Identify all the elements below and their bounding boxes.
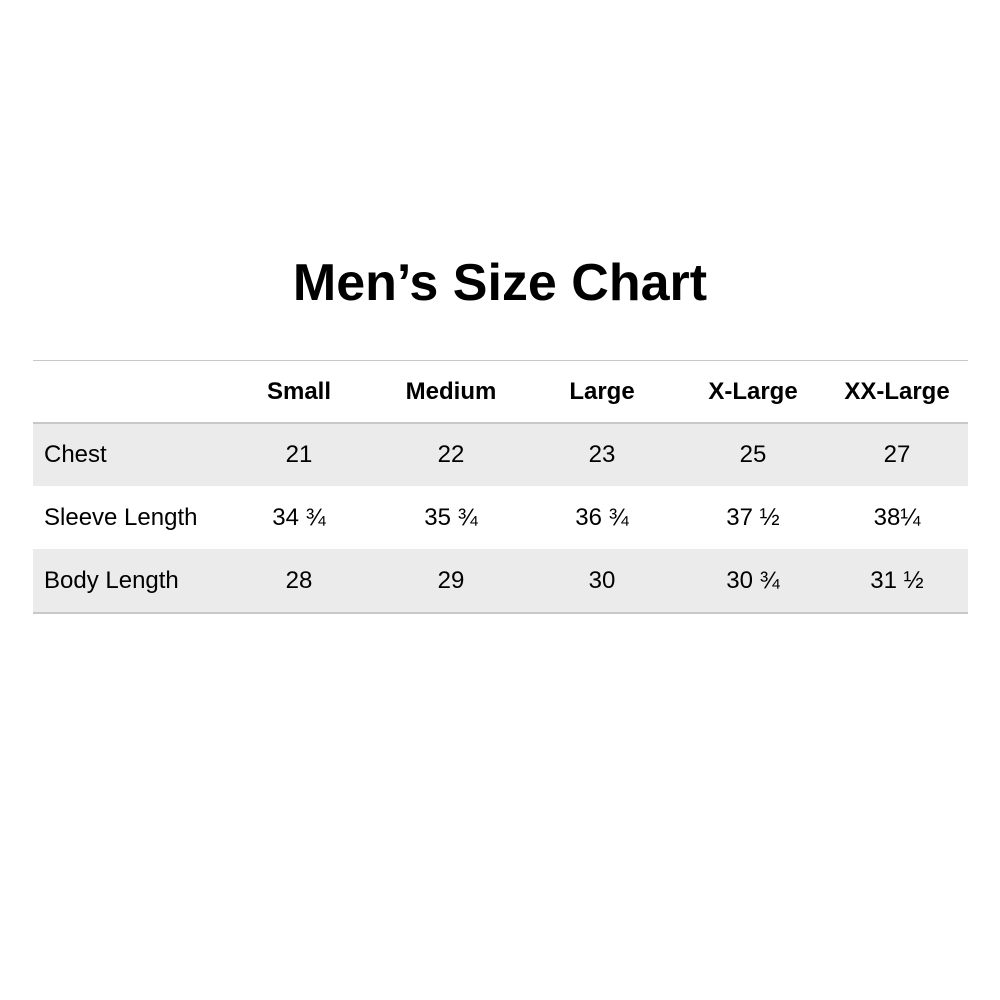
table-cell: 35 ¾: [424, 504, 478, 531]
table-cell: 21: [285, 441, 313, 468]
header-border: [33, 422, 968, 424]
table-row: Sleeve Length 34 ¾ 35 ¾ 36 ¾ 37 ½ 38¼: [33, 486, 968, 549]
table-cell: 28: [285, 567, 313, 594]
table-cell: 29: [437, 567, 465, 594]
column-header: Large: [569, 378, 635, 405]
row-label: Body Length: [44, 567, 179, 594]
table-top-border: [33, 360, 968, 361]
table-cell: 30 ¾: [726, 567, 780, 594]
row-label: Chest: [44, 441, 107, 468]
table-cell: 34 ¾: [272, 504, 326, 531]
table-bottom-border: [33, 612, 968, 614]
table-cell: 23: [588, 441, 616, 468]
column-header: Medium: [405, 378, 497, 405]
table-row: Body Length 28 29 30 30 ¾ 31 ½: [33, 549, 968, 612]
table-row: Chest 21 22 23 25 27: [33, 423, 968, 486]
table-cell: 36 ¾: [575, 504, 629, 531]
table-cell: 25: [739, 441, 767, 468]
table-cell: 37 ½: [726, 504, 780, 531]
header-row: Small Medium Large X-Large XX-Large: [33, 360, 968, 423]
table-cell: 22: [437, 441, 465, 468]
row-label: Sleeve Length: [44, 504, 198, 531]
table-cell: 27: [883, 441, 911, 468]
column-header: Small: [266, 378, 332, 405]
table-cell: 31 ½: [870, 567, 924, 594]
column-header: X-Large: [708, 378, 798, 405]
column-header: XX-Large: [844, 378, 950, 405]
title: Men’s Size Chart: [292, 254, 708, 312]
table-cell: 38¼: [873, 504, 921, 531]
table-cell: 30: [588, 567, 616, 594]
